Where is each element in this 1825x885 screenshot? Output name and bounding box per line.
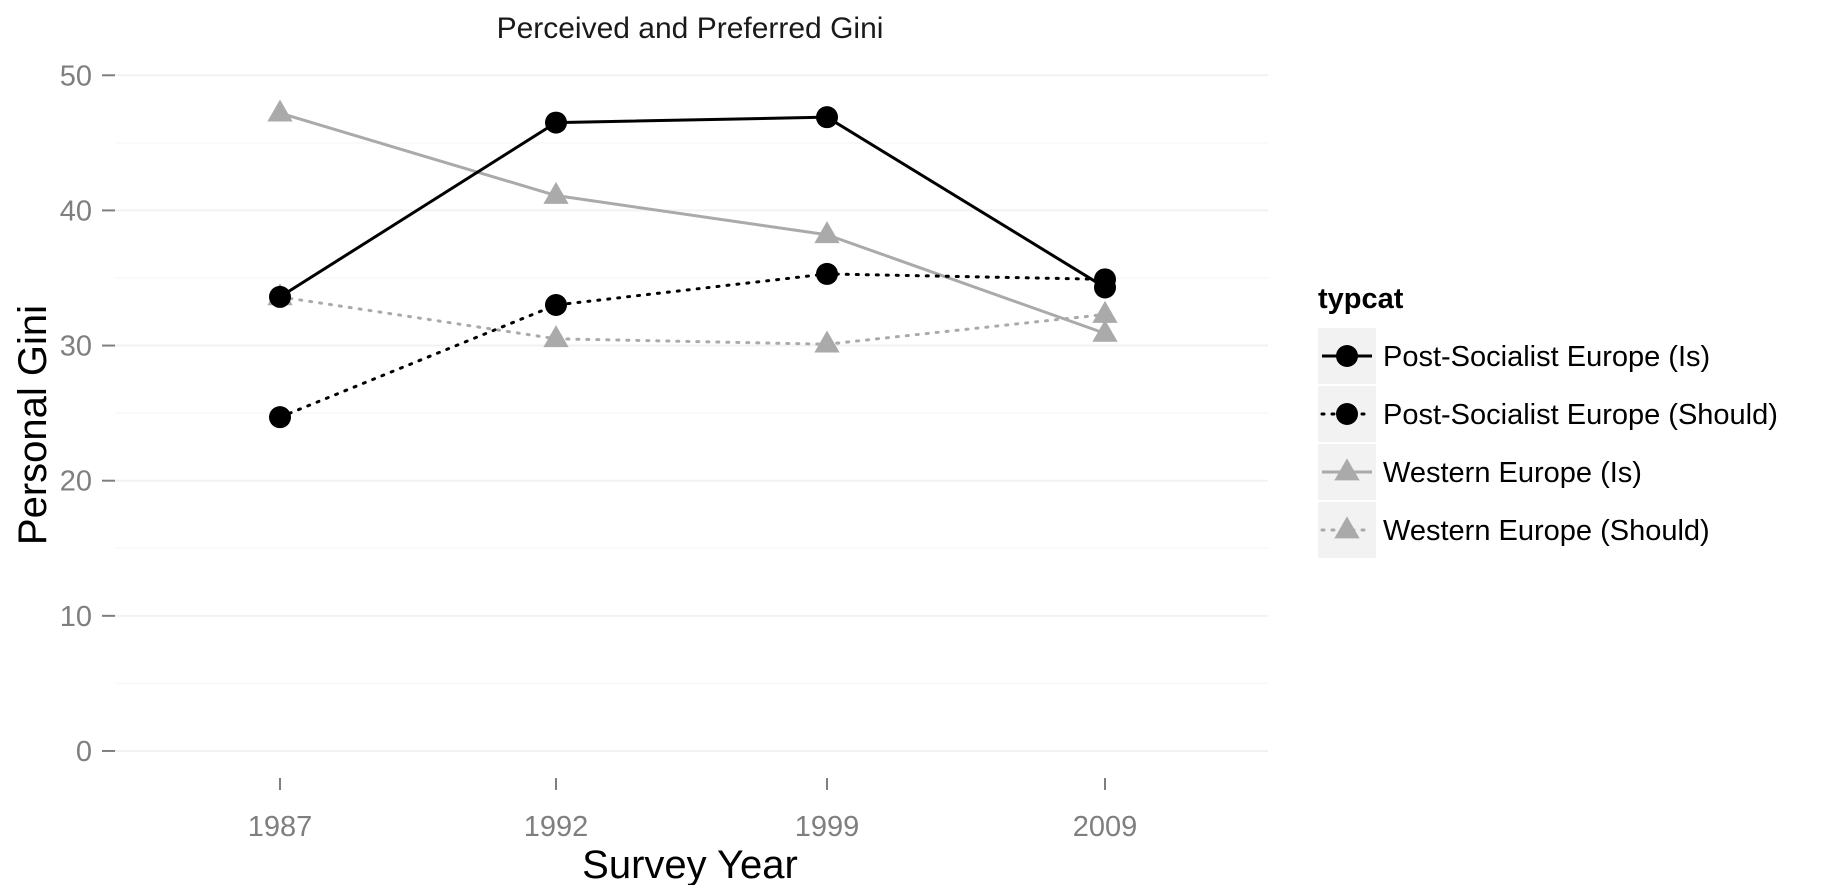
chart-title: Perceived and Preferred Gini (497, 12, 884, 45)
legend-key-marker (1336, 345, 1358, 367)
legend-title: typcat (1318, 283, 1404, 315)
y-tick-label: 0 (76, 736, 92, 768)
data-point (267, 99, 293, 122)
x-axis: 1987 1992 1999 2009 (248, 778, 1138, 843)
legend-key-marker (1336, 403, 1358, 425)
data-point (1092, 300, 1118, 323)
series-layer (267, 99, 1118, 429)
series-line (279, 115, 1106, 299)
series-2 (267, 99, 1118, 342)
data-point (816, 262, 838, 285)
legend: typcat Post-Socialist Europe (Is)Post-So… (1318, 283, 1778, 558)
legend-key-marker (1334, 458, 1360, 481)
series-line (278, 272, 1107, 419)
data-point (269, 406, 291, 429)
data-point (1092, 319, 1118, 342)
data-point (543, 325, 569, 348)
x-tick-label: 1999 (795, 811, 860, 843)
legend-label: Western Europe (Is) (1383, 457, 1642, 489)
y-tick-label: 30 (60, 331, 92, 363)
series-line (279, 111, 1106, 335)
data-point (545, 111, 567, 134)
legend-key-marker (1334, 516, 1360, 539)
data-point (1094, 268, 1116, 291)
legend-entries: Post-Socialist Europe (Is) Post-Socialist… (1318, 328, 1778, 558)
data-point (269, 285, 291, 308)
y-tick-label: 20 (60, 466, 92, 498)
x-tick-label: 2009 (1073, 811, 1138, 843)
y-tick-label: 50 (60, 60, 92, 92)
data-point (545, 294, 567, 317)
legend-label: Western Europe (Should) (1383, 515, 1710, 547)
data-point (543, 181, 569, 204)
y-axis: 0 10 20 30 40 50 (60, 60, 115, 768)
y-axis-title: Personal Gini (11, 305, 55, 545)
grid (115, 74, 1268, 752)
legend-label: Post-Socialist Europe (Is) (1383, 341, 1710, 373)
y-tick-label: 40 (60, 195, 92, 227)
data-point (816, 106, 838, 129)
x-tick-label: 1987 (248, 811, 313, 843)
data-point (814, 221, 840, 244)
data-point (814, 330, 840, 353)
series-line (278, 295, 1107, 346)
series-1 (269, 262, 1116, 429)
x-tick-label: 1992 (524, 811, 589, 843)
legend-label: Post-Socialist Europe (Should) (1383, 399, 1778, 431)
series-0 (269, 106, 1116, 308)
x-axis-title: Survey Year (582, 843, 798, 885)
y-tick-label: 10 (60, 601, 92, 633)
